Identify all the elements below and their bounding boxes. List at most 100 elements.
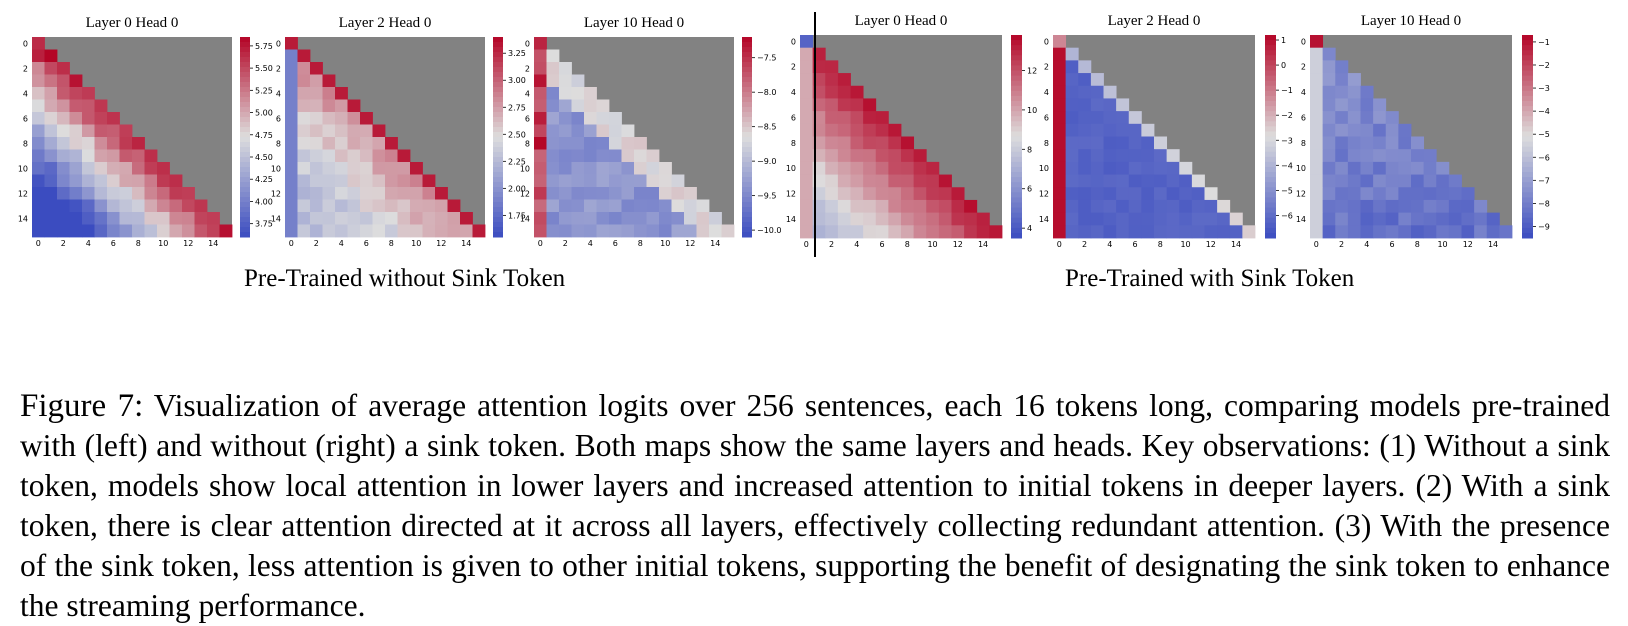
heatmap-cell <box>1335 161 1349 175</box>
colorbar-segment <box>1522 187 1533 193</box>
heatmap-cell <box>1347 111 1361 125</box>
heatmap-cell <box>1065 174 1079 188</box>
colorbar-segment <box>240 232 250 238</box>
colorbar-segment <box>1265 202 1276 209</box>
colorbar-segment <box>493 157 503 163</box>
heatmap-cell <box>1322 174 1336 188</box>
heatmap-cell <box>360 137 373 150</box>
colorbar-tick-label: 2.75 <box>508 103 526 112</box>
heatmap-cell <box>1335 136 1349 150</box>
heatmap-cell <box>1347 123 1361 137</box>
heatmap-x-tick: 8 <box>389 239 394 248</box>
heatmap-cell <box>1154 199 1168 214</box>
colorbar-segment <box>493 52 503 58</box>
heatmap-cell <box>1335 199 1349 214</box>
heatmap-cell <box>1128 123 1142 137</box>
colorbar-tick-label: 3.25 <box>508 49 526 58</box>
heatmap-cell <box>863 187 877 201</box>
colorbar-segment <box>742 197 752 203</box>
heatmap-cell <box>1310 161 1324 175</box>
heatmap-y-tick: 14 <box>271 214 281 223</box>
heatmap-cell <box>57 62 70 75</box>
heatmap-x-tick: 4 <box>588 239 593 248</box>
colorbar-segment <box>1522 182 1533 188</box>
heatmap-cell <box>157 199 170 213</box>
colorbar-segment <box>742 232 752 238</box>
colorbar-segment <box>240 147 250 153</box>
heatmap-cell <box>310 187 323 200</box>
colorbar-segment <box>742 72 752 78</box>
heatmap-x-tick: 0 <box>804 240 809 249</box>
colorbar-segment <box>493 217 503 223</box>
heatmap-cell <box>335 112 348 125</box>
colorbar-segment <box>493 117 503 123</box>
heatmap-cell <box>1310 35 1324 49</box>
heatmap-cell <box>69 199 83 213</box>
colorbar-segment <box>742 192 752 198</box>
colorbar-tick-label: −2 <box>1281 111 1293 120</box>
heatmap-cell <box>69 149 83 163</box>
heatmap-cell <box>1347 73 1361 87</box>
heatmap-cell <box>119 149 133 163</box>
heatmap-cell <box>938 187 952 201</box>
heatmap-cell <box>335 212 348 225</box>
colorbar-segment <box>1522 222 1533 229</box>
colorbar-segment <box>493 202 503 208</box>
heatmap-cell <box>1385 123 1399 137</box>
heatmap-cell <box>32 149 45 163</box>
heatmap-cell <box>609 124 622 138</box>
heatmap-y-tick: 6 <box>276 114 281 123</box>
heatmap-cell <box>132 224 145 238</box>
heatmap-cell <box>621 224 635 238</box>
heatmap-cell <box>285 112 298 125</box>
colorbar-tick-label: 5.00 <box>255 109 273 118</box>
heatmap-y-tick: 10 <box>786 164 796 173</box>
heatmap-cell <box>1322 111 1336 125</box>
heatmap-cell <box>1116 161 1130 175</box>
heatmap-x-tick: 10 <box>411 239 421 248</box>
colorbar-segment <box>1265 75 1276 82</box>
heatmap-cell <box>584 174 597 188</box>
colorbar-segment <box>493 62 503 68</box>
colorbar-segment <box>1265 116 1276 122</box>
heatmap-cell <box>1128 161 1142 175</box>
heatmap-cell <box>57 99 70 113</box>
heatmap-cell <box>1335 73 1349 87</box>
heatmap-cell <box>144 174 158 188</box>
heatmap-cell <box>875 161 889 175</box>
colorbar-tick-label: 6 <box>1027 185 1032 194</box>
heatmap-cell <box>69 224 83 238</box>
heatmap-cell <box>825 187 839 201</box>
heatmap-cell <box>546 62 560 75</box>
heatmap-cell <box>385 162 398 175</box>
colorbar-tick-label: −5 <box>1538 130 1550 139</box>
heatmap-cell <box>571 87 585 100</box>
heatmap-cell <box>609 137 622 150</box>
heatmap-cell <box>82 87 95 100</box>
heatmap-cell <box>913 161 927 175</box>
heatmap-cell <box>1078 174 1092 188</box>
heatmap-cell <box>1065 212 1079 226</box>
heatmap-cell <box>1179 212 1193 226</box>
heatmap-cell <box>57 149 70 163</box>
heatmap-cell <box>863 174 877 188</box>
colorbar-segment <box>493 72 503 78</box>
heatmap-cell <box>1078 212 1092 226</box>
heatmap-cell <box>285 137 298 150</box>
colorbar-segment <box>1011 156 1022 163</box>
colorbar-segment <box>1265 90 1276 97</box>
heatmap-cell <box>1065 73 1079 87</box>
heatmap-cell <box>1103 212 1117 226</box>
heatmap-cell <box>825 85 839 99</box>
heatmap-cell <box>335 199 348 213</box>
heatmap-cell <box>951 199 965 214</box>
colorbar-segment <box>1522 141 1533 148</box>
heatmap-cell <box>107 137 120 150</box>
colorbar-segment <box>1265 182 1276 188</box>
heatmap-cell <box>32 74 45 88</box>
heatmap-cell <box>634 162 647 175</box>
heatmap-cell <box>69 87 83 100</box>
colorbar-segment <box>240 67 250 73</box>
heatmap-cell <box>1310 225 1324 239</box>
heatmap-cell <box>207 224 220 238</box>
